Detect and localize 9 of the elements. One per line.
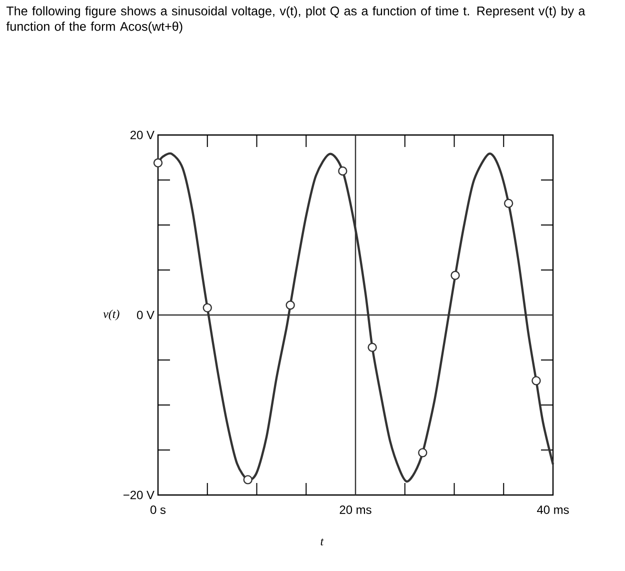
y-tick-label: −20 V [124, 490, 154, 500]
x-tick-label: 20 ms [340, 506, 372, 514]
x-tick-label: 40 ms [537, 506, 569, 514]
x-axis-title: t [320, 538, 324, 546]
y-tick-label: 0 V [137, 310, 154, 320]
x-tick-label: 0 s [150, 506, 166, 514]
y-tick-label: 20 V [130, 130, 154, 140]
y-axis-title: v(t) [103, 310, 120, 320]
chart-title: The following figure shows a sinusoidal voltage, v(t), plot Q as a function of time t. Represent v(t) by a function of the form Acos(wt+θ) [6, 6, 586, 34]
